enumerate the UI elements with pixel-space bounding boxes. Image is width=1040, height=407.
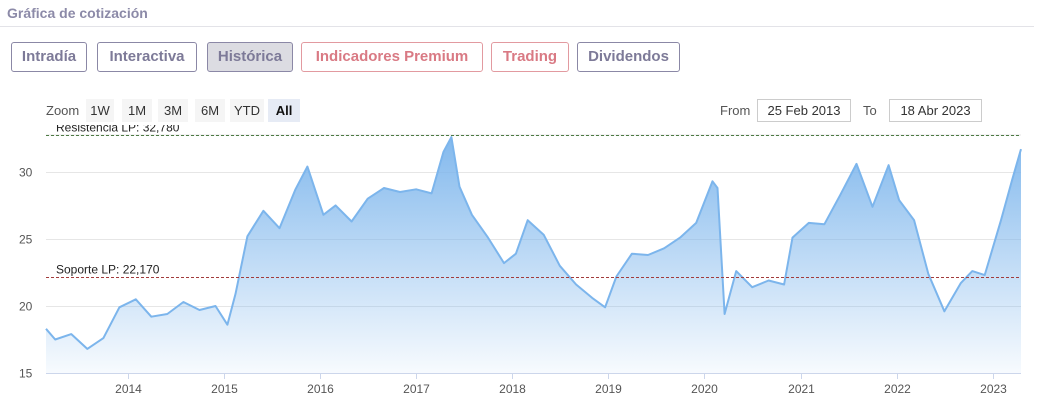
y-tick-label: 25 (19, 233, 33, 247)
y-tick-label: 20 (19, 300, 33, 314)
zoom-1m-button[interactable]: 1M (122, 99, 152, 122)
range-to-input[interactable]: 18 Abr 2023 (889, 99, 982, 122)
tab-dividendos[interactable]: Dividendos (577, 42, 680, 72)
x-tick-label: 2021 (788, 382, 815, 396)
support-line-label: Soporte LP: 22,170 (56, 263, 160, 277)
x-tick-label: 2018 (499, 382, 526, 396)
range-from-input[interactable]: 25 Feb 2013 (757, 99, 851, 122)
x-tick-label: 2017 (403, 382, 430, 396)
title-divider (0, 26, 1034, 27)
tab-intradia[interactable]: Intradía (11, 42, 87, 72)
zoom-3m-button[interactable]: 3M (158, 99, 188, 122)
x-tick-label: 2022 (884, 382, 911, 396)
tab-interactiva[interactable]: Interactiva (97, 42, 197, 72)
x-tick-label: 2016 (307, 382, 334, 396)
zoom-all-button[interactable]: All (268, 99, 300, 122)
price-line (45, 136, 1022, 350)
resistance-line-label: Resistencia LP: 32,780 (56, 125, 180, 135)
chart-section-title: Gráfica de cotización (7, 5, 148, 21)
range-to-label: To (863, 103, 877, 118)
x-tick-label: 2015 (211, 382, 238, 396)
tab-indicadores-premium[interactable]: Indicadores Premium (301, 42, 483, 72)
price-history-chart: Resistencia LP: 32,780 Soporte LP: 22,170… (19, 125, 1022, 396)
zoom-ytd-button[interactable]: YTD (230, 99, 264, 122)
price-area (46, 137, 1021, 373)
zoom-6m-button[interactable]: 6M (195, 99, 225, 122)
x-tick-label: 2014 (115, 382, 142, 396)
x-tick-label: 2019 (595, 382, 622, 396)
y-tick-label: 30 (19, 166, 33, 180)
y-tick-label: 15 (19, 367, 33, 381)
tab-historica[interactable]: Histórica (207, 42, 293, 72)
x-tick-label: 2020 (691, 382, 718, 396)
zoom-1w-button[interactable]: 1W (86, 99, 114, 122)
x-tick-label: 2023 (980, 382, 1007, 396)
tab-trading[interactable]: Trading (491, 42, 569, 72)
range-from-label: From (720, 103, 751, 118)
zoom-label: Zoom (46, 103, 80, 118)
